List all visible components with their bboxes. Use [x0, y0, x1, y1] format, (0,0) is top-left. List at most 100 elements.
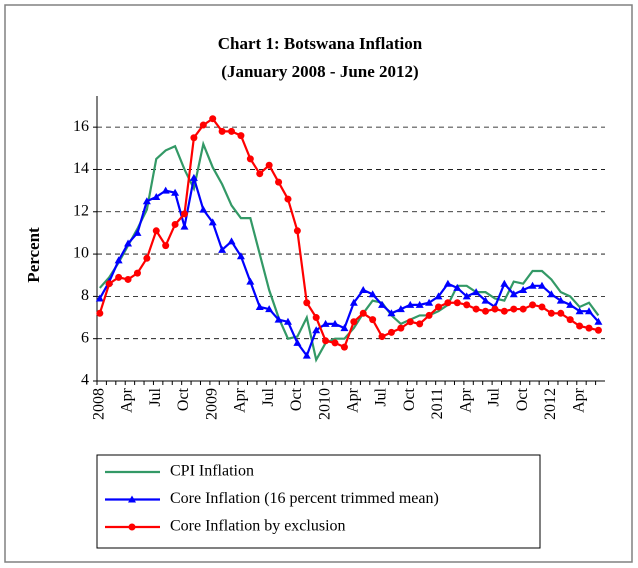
data-point	[171, 220, 179, 228]
data-point	[416, 320, 424, 328]
legend-label: Core Inflation (16 percent trimmed mean)	[170, 490, 439, 507]
data-point	[528, 281, 537, 289]
data-point	[274, 315, 283, 323]
data-point	[406, 318, 414, 326]
data-point	[180, 210, 188, 218]
data-point	[482, 307, 490, 315]
data-point	[162, 242, 170, 250]
data-point	[350, 318, 358, 326]
data-point	[387, 328, 395, 336]
data-point	[105, 280, 113, 288]
data-point	[293, 338, 302, 346]
data-point	[190, 134, 198, 142]
data-point	[594, 326, 602, 334]
data-point	[228, 127, 236, 135]
x-tick-label: Oct	[175, 387, 192, 411]
data-point	[189, 173, 198, 181]
data-point	[359, 286, 368, 294]
data-point	[284, 195, 292, 203]
data-point	[519, 305, 527, 313]
y-tick-label: 14	[73, 160, 89, 177]
data-point	[585, 324, 593, 332]
y-tick-label: 4	[81, 372, 89, 389]
data-point	[378, 333, 386, 341]
data-point	[500, 307, 508, 315]
data-point	[302, 351, 311, 359]
data-point	[406, 300, 415, 308]
data-point	[576, 322, 584, 330]
data-point	[453, 299, 461, 307]
data-point	[472, 288, 481, 296]
y-axis-label: Percent	[24, 227, 43, 283]
chart-subtitle: (January 2008 - June 2012)	[221, 62, 418, 81]
data-point	[519, 286, 528, 294]
data-point	[415, 300, 424, 308]
data-point	[557, 309, 565, 317]
x-tick-label: Jul	[147, 387, 164, 406]
legend-box	[96, 454, 541, 549]
data-point	[453, 283, 462, 291]
data-point	[434, 303, 442, 311]
data-point	[443, 279, 452, 287]
x-tick-label: Oct	[401, 387, 418, 411]
x-tick-label: Oct	[514, 387, 531, 411]
x-tick-label: Jul	[373, 387, 390, 406]
data-point	[566, 316, 574, 324]
data-point	[227, 237, 236, 245]
data-point	[594, 317, 603, 325]
data-point	[218, 127, 226, 135]
x-tick-label: 2010	[316, 388, 333, 420]
data-point	[161, 186, 170, 194]
x-tick-label: Oct	[288, 387, 305, 411]
data-point	[425, 311, 433, 319]
legend-label: Core Inflation by exclusion	[170, 518, 346, 535]
y-tick-label: 8	[81, 287, 89, 304]
x-tick-label: Apr	[232, 387, 249, 413]
data-point	[96, 309, 104, 317]
data-point	[312, 326, 321, 334]
data-point	[246, 155, 254, 163]
data-point	[538, 303, 546, 311]
data-point	[312, 314, 320, 322]
data-point	[463, 301, 471, 309]
x-tick-label: Jul	[486, 387, 503, 406]
y-tick-label: 10	[73, 245, 89, 262]
data-point	[349, 298, 358, 306]
data-point	[340, 343, 348, 351]
data-point	[369, 316, 377, 324]
data-point	[547, 309, 555, 317]
data-point	[510, 305, 518, 313]
x-tick-label: 2012	[542, 388, 559, 420]
data-point	[529, 301, 537, 309]
x-tick-label: 2009	[203, 388, 220, 420]
data-point	[236, 252, 245, 260]
y-tick-label: 6	[81, 329, 89, 346]
x-tick-label: 2011	[429, 388, 446, 419]
data-point	[425, 298, 434, 306]
data-point	[537, 281, 546, 289]
data-point	[462, 292, 471, 300]
data-point	[378, 300, 387, 308]
data-point	[133, 269, 141, 277]
data-point	[340, 324, 349, 332]
data-point	[444, 299, 452, 307]
data-point	[237, 132, 245, 140]
data-point	[481, 296, 490, 304]
data-point	[124, 275, 132, 283]
legend-marker	[128, 523, 136, 531]
data-point	[265, 161, 273, 169]
data-point	[500, 279, 509, 287]
data-point	[115, 273, 123, 281]
x-tick-label: Jul	[260, 387, 277, 406]
data-point	[397, 324, 405, 332]
data-point	[566, 300, 575, 308]
data-point	[142, 197, 151, 205]
data-point	[152, 192, 161, 200]
data-point	[396, 305, 405, 313]
data-point	[293, 227, 301, 235]
data-point	[321, 319, 330, 327]
data-point	[434, 292, 443, 300]
data-point	[95, 294, 104, 302]
x-tick-label: Apr	[457, 387, 474, 413]
